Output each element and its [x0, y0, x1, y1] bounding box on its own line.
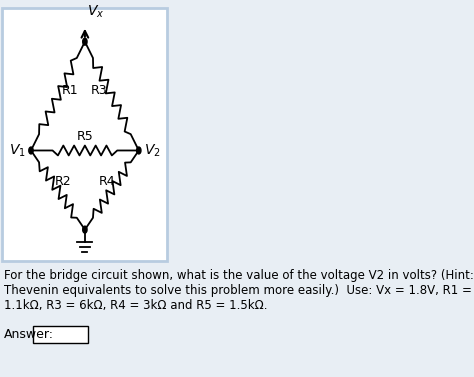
Text: R1: R1: [62, 84, 79, 97]
Text: R2: R2: [55, 175, 71, 188]
Text: $V_x$: $V_x$: [87, 3, 105, 20]
Circle shape: [83, 226, 87, 233]
Text: Thevenin equivalents to solve this problem more easily.)  Use: Vx = 1.8V, R1 = 6: Thevenin equivalents to solve this probl…: [4, 284, 474, 297]
Text: 1.1kΩ, R3 = 6kΩ, R4 = 3kΩ and R5 = 1.5kΩ.: 1.1kΩ, R3 = 6kΩ, R4 = 3kΩ and R5 = 1.5kΩ…: [4, 299, 267, 312]
Circle shape: [83, 38, 87, 45]
Text: R3: R3: [91, 84, 108, 97]
Text: $V_2$: $V_2$: [144, 142, 161, 159]
Circle shape: [137, 147, 141, 154]
Text: R5: R5: [76, 130, 93, 143]
Bar: [34, 326, 88, 343]
Text: For the bridge circuit shown, what is the value of the voltage V2 in volts? (Hin: For the bridge circuit shown, what is th…: [4, 269, 474, 282]
FancyBboxPatch shape: [2, 8, 167, 261]
Text: R4: R4: [99, 175, 115, 188]
Text: Answer:: Answer:: [4, 328, 54, 341]
Text: $V_1$: $V_1$: [9, 142, 26, 159]
Circle shape: [29, 147, 33, 154]
